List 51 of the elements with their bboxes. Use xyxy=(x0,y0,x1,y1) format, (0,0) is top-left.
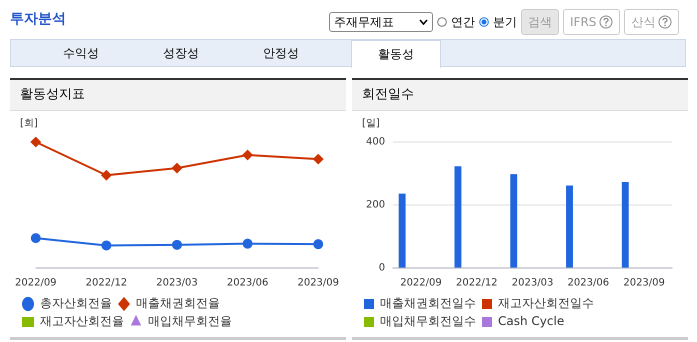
text: 검색 xyxy=(521,9,559,35)
y-tick-label: 200 xyxy=(366,200,386,211)
x-tick-label: 2023/06 xyxy=(226,278,268,289)
text: 분기 xyxy=(493,14,517,30)
y-tick-label: 0 xyxy=(378,262,386,274)
point xyxy=(313,239,324,250)
text: 성장성 xyxy=(162,45,200,62)
legend-label: 매출채권회전율 xyxy=(136,296,220,310)
text: 안정성 xyxy=(262,45,300,62)
x-tick-label: 2023/06 xyxy=(568,278,610,289)
text: 투자분석 xyxy=(10,10,66,28)
text: 연간 xyxy=(451,14,475,30)
point xyxy=(30,137,41,147)
point xyxy=(242,238,253,249)
x-tick-label: 2023/09 xyxy=(297,278,339,289)
x-tick-label: 2022/09 xyxy=(400,278,442,289)
x-tick-label: 2023/03 xyxy=(512,278,554,289)
text: 활동성 xyxy=(351,40,441,68)
text: 수익성 xyxy=(62,45,100,62)
point xyxy=(313,154,324,164)
chart-title: 활동성지표 xyxy=(10,80,346,111)
chart-title: 회전일수 xyxy=(352,80,688,111)
bar xyxy=(398,194,406,268)
text: 산식 xyxy=(624,9,680,35)
point xyxy=(101,170,112,180)
legend-label: 재고자산회전일수 xyxy=(498,296,594,310)
x-tick-label: 2023/03 xyxy=(156,278,198,289)
point xyxy=(101,240,112,250)
x-tick-label: 2022/12 xyxy=(456,278,498,289)
legend-label: 총자산회전율 xyxy=(40,296,112,310)
legend-label: 매입채무회전율 xyxy=(148,314,232,328)
legend-label: 매출채권회전일수 xyxy=(380,296,476,310)
y-axis-title: [회] xyxy=(20,117,38,130)
bar xyxy=(454,166,462,268)
y-tick-label: 400 xyxy=(366,136,386,148)
legend-label: 매입채무회전일수 xyxy=(380,314,476,328)
text: IFRS xyxy=(563,9,620,35)
x-tick-label: 2022/12 xyxy=(86,278,128,289)
point xyxy=(30,233,41,244)
point xyxy=(242,150,253,160)
point xyxy=(172,163,182,174)
legend-label: 재고자산회전율 xyxy=(40,314,124,328)
bar xyxy=(622,182,629,268)
x-tick-label: 2023/09 xyxy=(623,278,665,289)
text: 주재무제표 xyxy=(334,14,394,30)
bar xyxy=(510,174,518,268)
legend-label: Cash Cycle xyxy=(498,314,564,328)
bar xyxy=(566,185,573,268)
x-tick-label: 2022/09 xyxy=(15,278,57,289)
y-axis-title: [일] xyxy=(362,117,380,130)
point xyxy=(172,240,182,250)
